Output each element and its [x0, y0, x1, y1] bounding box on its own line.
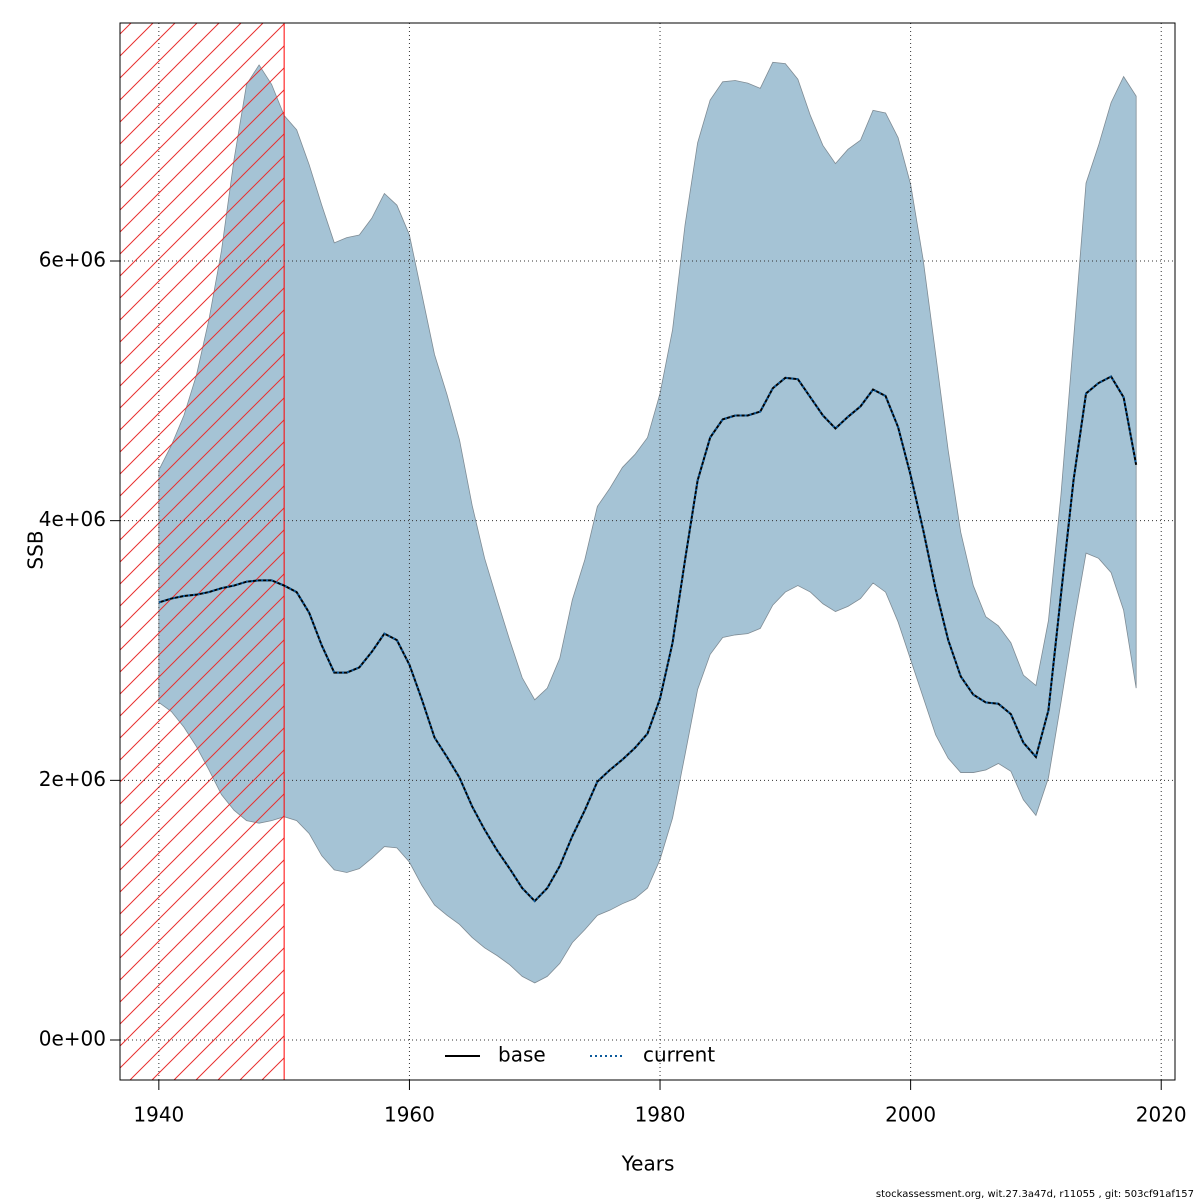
y-tick-label: 4e+06: [39, 507, 106, 531]
x-tick-label: 1940: [133, 1103, 184, 1127]
plot-frame: [119, 22, 1176, 1081]
x-tick-label: 1980: [635, 1103, 686, 1127]
y-axis-label: SSB: [24, 530, 48, 569]
footnote: stockassessment.org, wit.27.3a47d, r1105…: [876, 1189, 1194, 1200]
hatched-region: [119, 22, 285, 1081]
y-tick-label: 2e+06: [39, 767, 106, 791]
x-tick-label: 2000: [885, 1103, 936, 1127]
y-tick-label: 6e+06: [39, 247, 106, 271]
y-tick-label: 0e+00: [39, 1027, 106, 1051]
x-axis-label: Years: [621, 1152, 675, 1176]
confidence-band: [158, 61, 1137, 984]
x-tick-label: 1960: [384, 1103, 435, 1127]
legend-label: base: [498, 1043, 546, 1067]
x-tick-label: 2020: [1136, 1103, 1187, 1127]
series-line: [158, 375, 1138, 903]
legend-label: current: [643, 1043, 715, 1067]
